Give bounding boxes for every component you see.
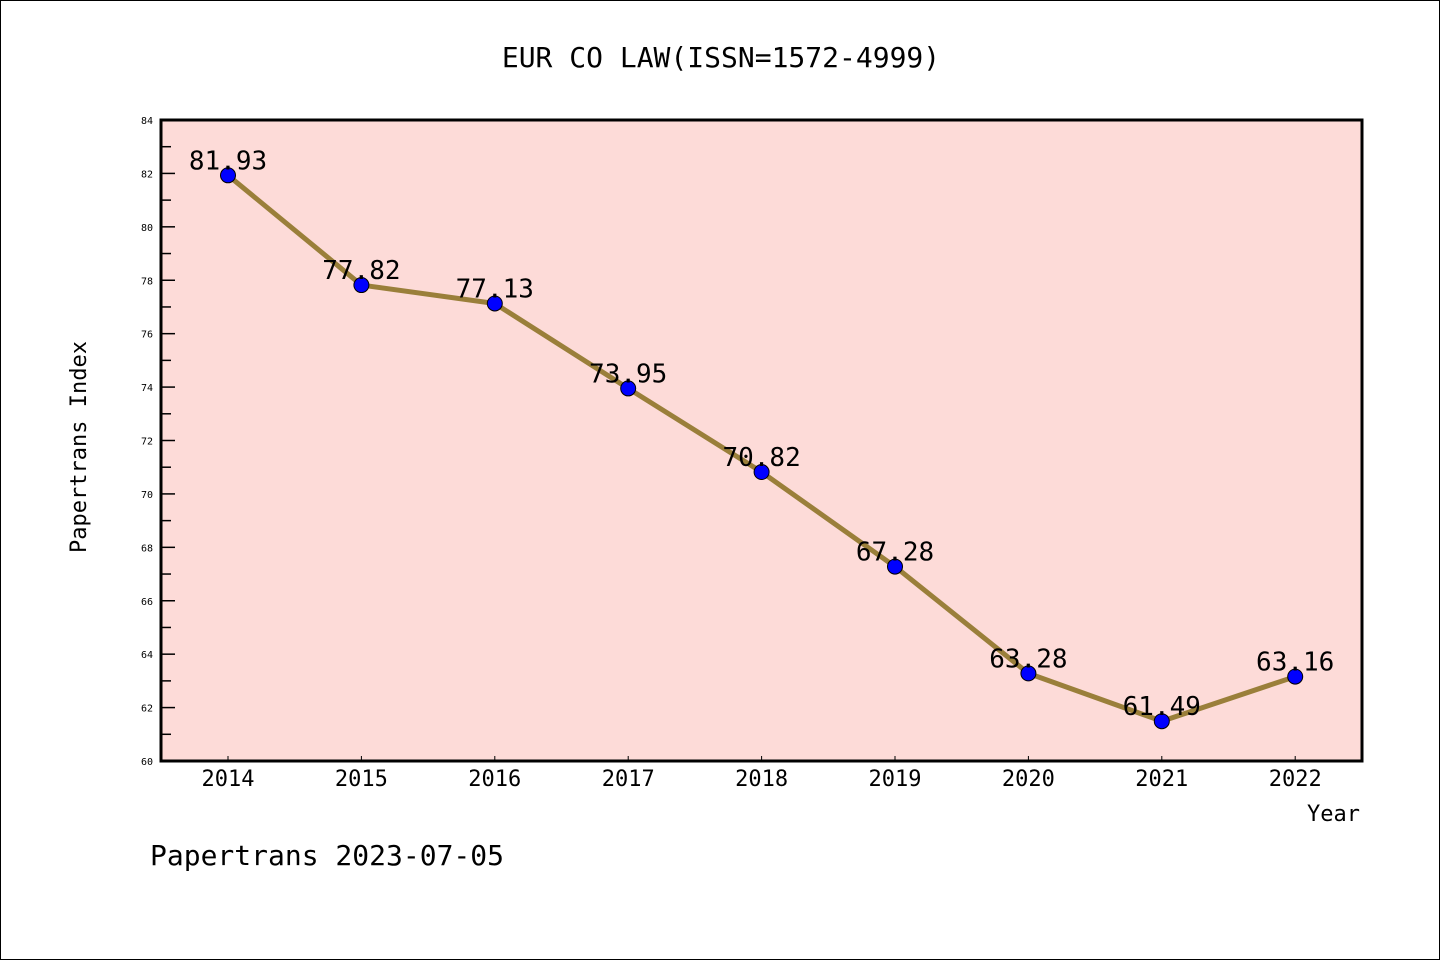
y-tick-label: 84 [141,116,153,127]
data-label: 63.28 [989,644,1067,674]
data-label: 61.49 [1123,692,1201,722]
x-tick-label: 2014 [202,767,255,792]
data-point [1020,665,1037,682]
y-tick-label: 78 [141,276,153,287]
y-axis-label: Papertrans Index [67,341,92,553]
data-label: 67.28 [856,538,934,568]
y-tick-label: 66 [141,597,153,608]
data-label: 81.93 [189,146,267,176]
y-tick-label: 70 [141,490,153,501]
data-point [353,277,370,294]
y-tick-label: 64 [141,650,153,661]
data-label: 77.13 [456,274,534,304]
y-tick-label: 80 [141,223,153,234]
chart-title: EUR CO LAW(ISSN=1572-4999) [502,41,940,74]
y-tick-label: 60 [141,757,153,768]
x-tick-label: 2019 [869,767,922,792]
data-label: 70.82 [722,443,800,473]
y-tick-label: 76 [141,330,153,341]
x-tick-label: 2021 [1135,767,1188,792]
x-tick-label: 2017 [602,767,655,792]
plot-border [159,118,1364,763]
y-tick-label: 68 [141,543,153,554]
data-point [486,295,503,312]
x-tick-label: 2020 [1002,767,1055,792]
y-tick-label: 82 [141,169,153,180]
x-tick-label: 2016 [468,767,521,792]
data-point [1153,713,1170,730]
x-tick-label: 2018 [735,767,788,792]
data-point [753,464,770,481]
data-point [220,167,236,184]
x-axis-label: Year [1307,802,1360,827]
data-point [1287,668,1304,685]
y-tick-label: 72 [141,437,153,448]
plot-area [161,120,1362,761]
data-label: 73.95 [589,359,667,389]
y-tick-label: 74 [141,383,153,394]
data-label: 77.82 [322,256,400,286]
y-tick-label: 62 [141,704,153,715]
footer-text: Papertrans 2023-07-05 [150,839,504,872]
x-tick-label: 2022 [1269,767,1322,792]
x-tick-label: 2015 [335,767,388,792]
data-point [620,380,637,397]
data-point [887,558,903,575]
data-label: 63.16 [1256,648,1334,678]
